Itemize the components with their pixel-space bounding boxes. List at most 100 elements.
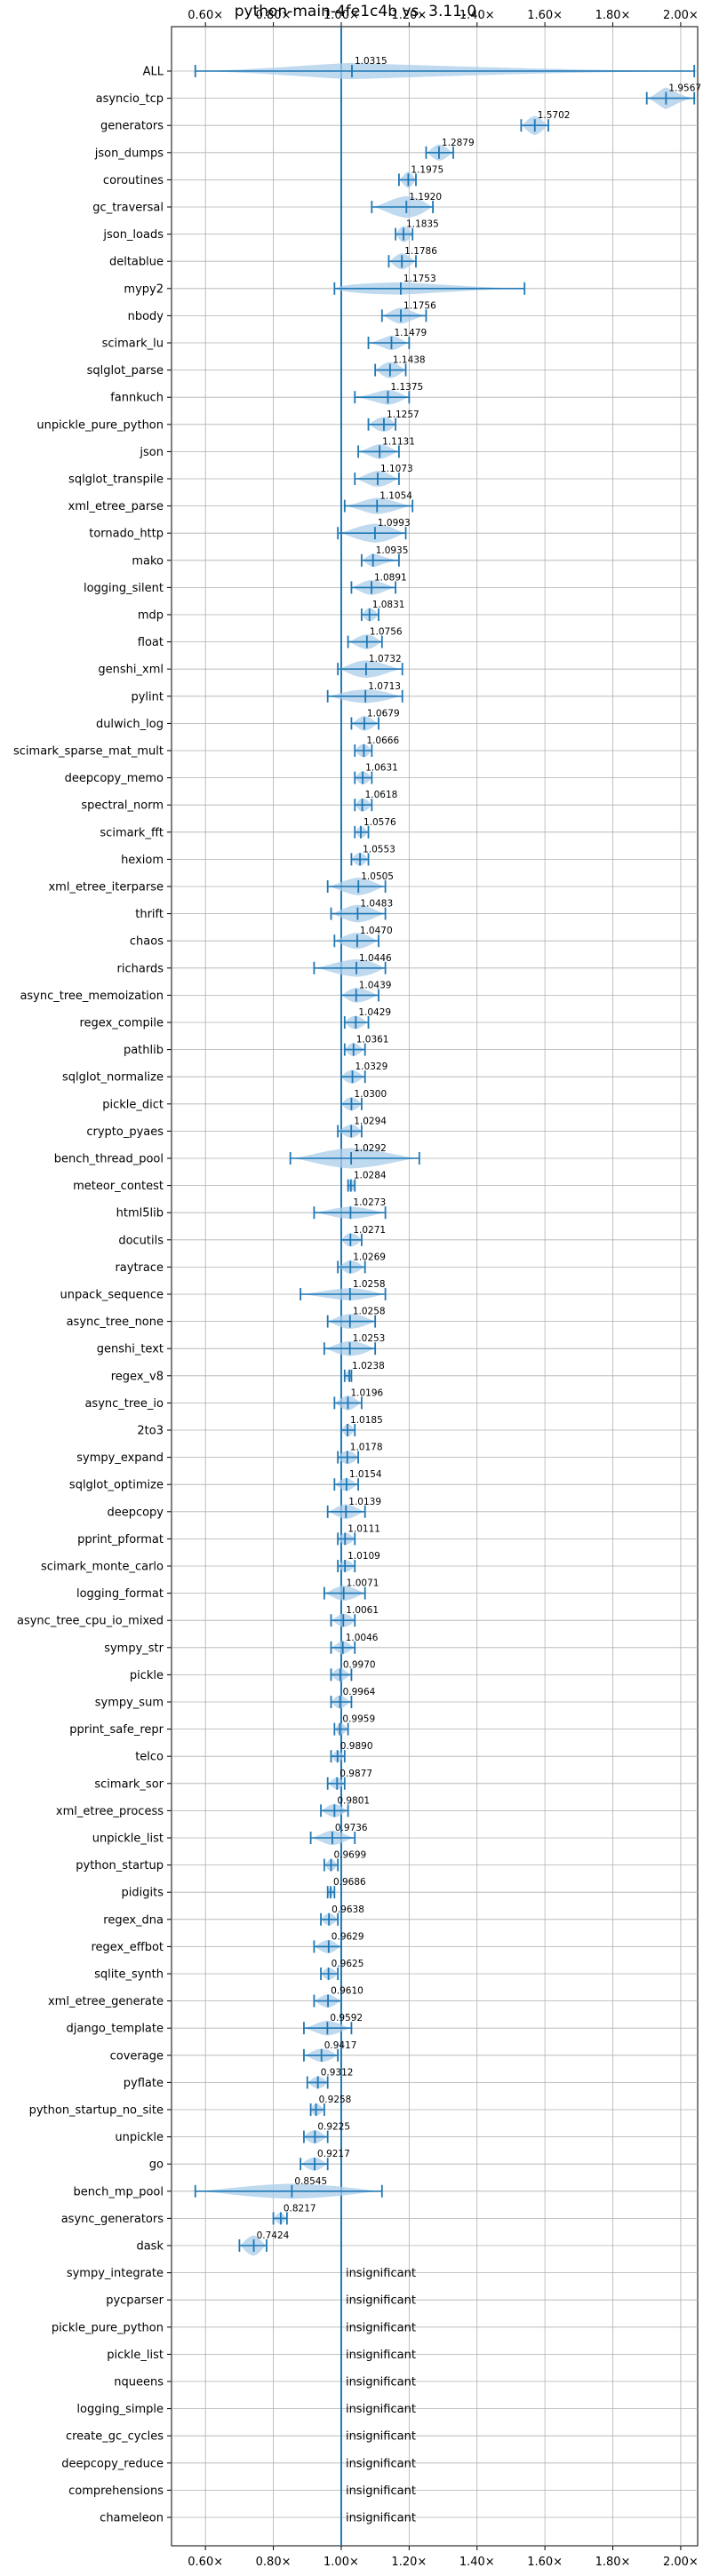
mean-value-label: 1.1975 (411, 164, 443, 175)
mean-value-label: 1.0258 (353, 1307, 386, 1317)
benchmark-label: mako (132, 554, 164, 568)
mean-value-label: 0.9686 (333, 1877, 366, 1888)
mean-value-label: 1.0071 (347, 1578, 379, 1589)
benchmark-label: richards (117, 962, 164, 975)
benchmark-label: pidigits (122, 1887, 164, 1900)
mean-value-label: 1.0429 (358, 1007, 391, 1018)
benchmark-label: thrift (135, 908, 164, 921)
benchmark-label: sqlglot_normalize (62, 1071, 164, 1085)
mean-value-label: 1.0046 (346, 1633, 379, 1643)
mean-value-label: 1.0139 (348, 1497, 381, 1507)
mean-value-label: 1.1375 (390, 382, 423, 393)
benchmark-label: html5lib (116, 1207, 164, 1220)
benchmark-label: scimark_fft (100, 826, 164, 839)
benchmark-label: scimark_monte_carlo (41, 1561, 164, 1574)
benchmark-label: python_startup_no_site (29, 2104, 164, 2118)
mean-value-label: 1.0269 (353, 1252, 386, 1262)
benchmark-label: sympy_expand (76, 1451, 164, 1465)
insignificant-label: insignificant (346, 2512, 416, 2525)
benchmark-label: sympy_str (104, 1642, 164, 1655)
benchmark-label: mypy2 (124, 282, 164, 296)
benchmark-label: regex_v8 (111, 1370, 164, 1383)
mean-value-label: 1.0732 (369, 654, 402, 664)
benchmark-label: hexiom (121, 854, 164, 867)
benchmark-label: unpickle_list (92, 1833, 164, 1846)
x-tick-label-top: 1.60× (527, 9, 563, 22)
mean-value-label: 1.1920 (409, 192, 442, 203)
benchmark-label: raytrace (115, 1261, 164, 1275)
benchmark-label: xml_etree_generate (48, 1995, 164, 2008)
mean-value-label: 1.0831 (372, 600, 405, 610)
chart-title: python-main-4fe1c4b vs. 3.11.0 (234, 3, 477, 20)
benchmark-label: asyncio_tcp (96, 92, 164, 106)
mean-value-label: 1.0273 (353, 1197, 386, 1208)
benchmark-label: genshi_xml (98, 664, 164, 677)
benchmark-label: gc_traversal (92, 202, 164, 215)
mean-value-label: 1.0470 (360, 926, 393, 936)
benchmark-label: deepcopy_memo (65, 772, 164, 785)
benchmark-label: sympy_integrate (67, 2267, 164, 2280)
insignificant-label: insignificant (346, 2376, 416, 2389)
x-tick-label-bottom: 0.60× (188, 2556, 223, 2569)
benchmark-label: logging_simple (76, 2403, 164, 2416)
mean-value-label: 1.0891 (374, 572, 407, 583)
benchmark-label: xml_etree_iterparse (48, 881, 164, 894)
benchmark-label: async_tree_memoization (20, 990, 164, 1003)
benchmark-label: async_generators (61, 2213, 164, 2226)
plot-frame (171, 26, 699, 2547)
insignificant-label: insignificant (346, 2349, 416, 2362)
mean-value-label: 0.9638 (332, 1904, 364, 1915)
benchmark-label: meteor_contest (73, 1180, 164, 1193)
benchmark-label: json_dumps (94, 147, 164, 160)
benchmark-label: mdp (138, 609, 164, 623)
benchmark-label: sqlite_synth (94, 1968, 164, 1982)
mean-value-label: 1.0238 (352, 1361, 385, 1371)
mean-value-label: 1.0666 (366, 735, 399, 746)
x-tick-label-top: 1.80× (595, 9, 631, 22)
mean-value-label: 1.0679 (367, 708, 400, 719)
benchmark-label: nqueens (114, 2376, 164, 2389)
benchmark-label: dask (136, 2240, 164, 2254)
benchmark-label: python_startup (76, 1859, 164, 1872)
mean-value-label: 1.9567 (668, 83, 701, 94)
benchmark-label: json_loads (102, 228, 164, 242)
mean-value-label: 1.0576 (363, 817, 396, 828)
benchmark-label: bench_thread_pool (54, 1153, 164, 1166)
mean-value-label: 0.9225 (317, 2122, 350, 2133)
benchmark-label: unpickle_pure_python (36, 418, 164, 432)
insignificant-label: insignificant (346, 2430, 416, 2444)
mean-value-label: 0.9699 (333, 1850, 366, 1861)
benchmark-label: regex_effbot (91, 1941, 164, 1954)
benchmark-label: logging_silent (84, 582, 164, 595)
x-tick-label-top: 1.20× (391, 9, 427, 22)
benchmark-label: logging_format (76, 1587, 164, 1601)
benchmark-label: go (149, 2159, 164, 2172)
benchmark-label: chameleon (100, 2512, 164, 2525)
benchmark-label: deepcopy_reduce (61, 2457, 164, 2470)
benchmark-label: tornado_http (89, 528, 164, 541)
mean-value-label: 1.0258 (353, 1279, 386, 1290)
mean-value-label: 0.7424 (257, 2230, 290, 2241)
mean-value-label: 1.0618 (365, 790, 398, 800)
mean-value-label: 1.1257 (387, 409, 419, 420)
benchmark-label: pyflate (124, 2077, 164, 2090)
insignificant-label: insignificant (346, 2457, 416, 2470)
mean-value-label: 1.0061 (346, 1605, 379, 1616)
mean-value-label: 0.9890 (340, 1741, 373, 1752)
mean-value-label: 1.0631 (365, 763, 398, 774)
x-tick-label-bottom: 1.40× (459, 2556, 495, 2569)
mean-value-label: 1.0361 (356, 1035, 389, 1046)
mean-value-label: 0.9801 (337, 1795, 370, 1806)
x-tick-label-top: 2.00× (663, 9, 699, 22)
mean-value-label: 1.0253 (353, 1333, 386, 1344)
x-tick-label-top: 1.00× (324, 9, 359, 22)
insignificant-label: insignificant (346, 2321, 416, 2334)
mean-value-label: 1.0185 (350, 1415, 383, 1426)
x-tick-label-bottom: 1.20× (391, 2556, 427, 2569)
mean-value-label: 0.9877 (340, 1769, 372, 1779)
benchmark-label: xml_etree_parse (68, 500, 164, 513)
mean-value-label: 1.0271 (353, 1225, 386, 1236)
mean-value-label: 0.9964 (343, 1687, 376, 1697)
